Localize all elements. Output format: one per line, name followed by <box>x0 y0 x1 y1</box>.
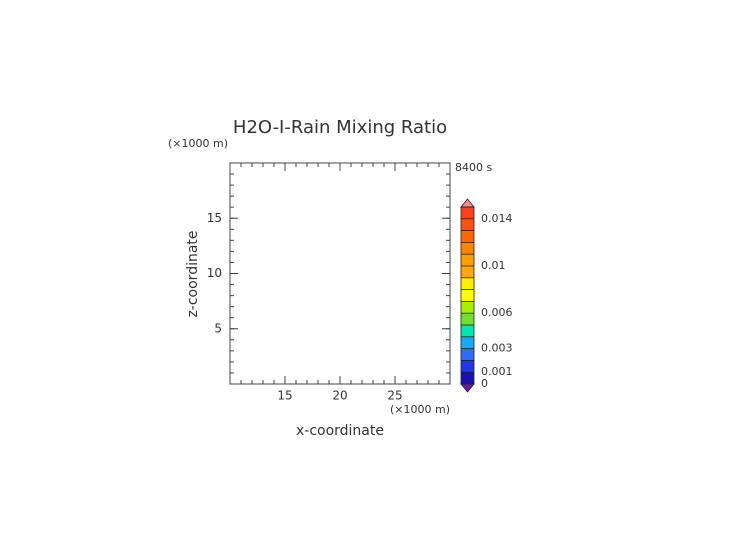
y-tick-label: 5 <box>214 321 222 335</box>
colorbar-tick-label: 0.003 <box>481 342 513 355</box>
x-tick-label: 20 <box>332 389 347 403</box>
colorbar-band <box>461 372 474 384</box>
y-unit: (×1000 m) <box>168 137 228 150</box>
colorbar-tick-label: 0 <box>481 377 488 390</box>
colorbar-band <box>461 348 474 361</box>
chart-title: H2O-I-Rain Mixing Ratio <box>233 117 447 138</box>
y-axis-label: z-coordinate <box>185 230 201 317</box>
colorbar-band <box>461 325 474 337</box>
colorbar-band <box>461 230 474 243</box>
x-axis-label: x-coordinate <box>296 423 384 439</box>
x-tick-label: 25 <box>387 389 402 403</box>
colorbar-band <box>461 218 474 231</box>
colorbar-band <box>461 360 474 373</box>
colorbar-band <box>461 289 474 302</box>
colorbar-band <box>461 207 474 219</box>
colorbar-frame <box>460 206 475 385</box>
colorbar-over <box>460 198 475 208</box>
colorbar-band <box>461 254 474 266</box>
plot-frame <box>229 162 451 385</box>
y-tick-label: 10 <box>207 266 222 280</box>
time-label: 8400 s <box>455 161 492 174</box>
colorbar-under <box>460 383 475 393</box>
colorbar-tick-label: 0.001 <box>481 365 513 378</box>
x-unit: (×1000 m) <box>390 403 450 416</box>
colorbar-band <box>461 277 474 290</box>
colorbar-tick-label: 0.014 <box>481 212 513 225</box>
colorbar-tick-label: 0.01 <box>481 259 506 272</box>
colorbar-band <box>461 301 474 314</box>
colorbar-band <box>461 336 474 349</box>
y-tick-label: 15 <box>207 211 222 225</box>
colorbar-band <box>461 266 474 278</box>
x-tick-label: 15 <box>277 389 292 403</box>
colorbar-band <box>461 242 474 255</box>
colorbar-tick-label: 0.006 <box>481 306 513 319</box>
colorbar-band <box>461 313 474 325</box>
